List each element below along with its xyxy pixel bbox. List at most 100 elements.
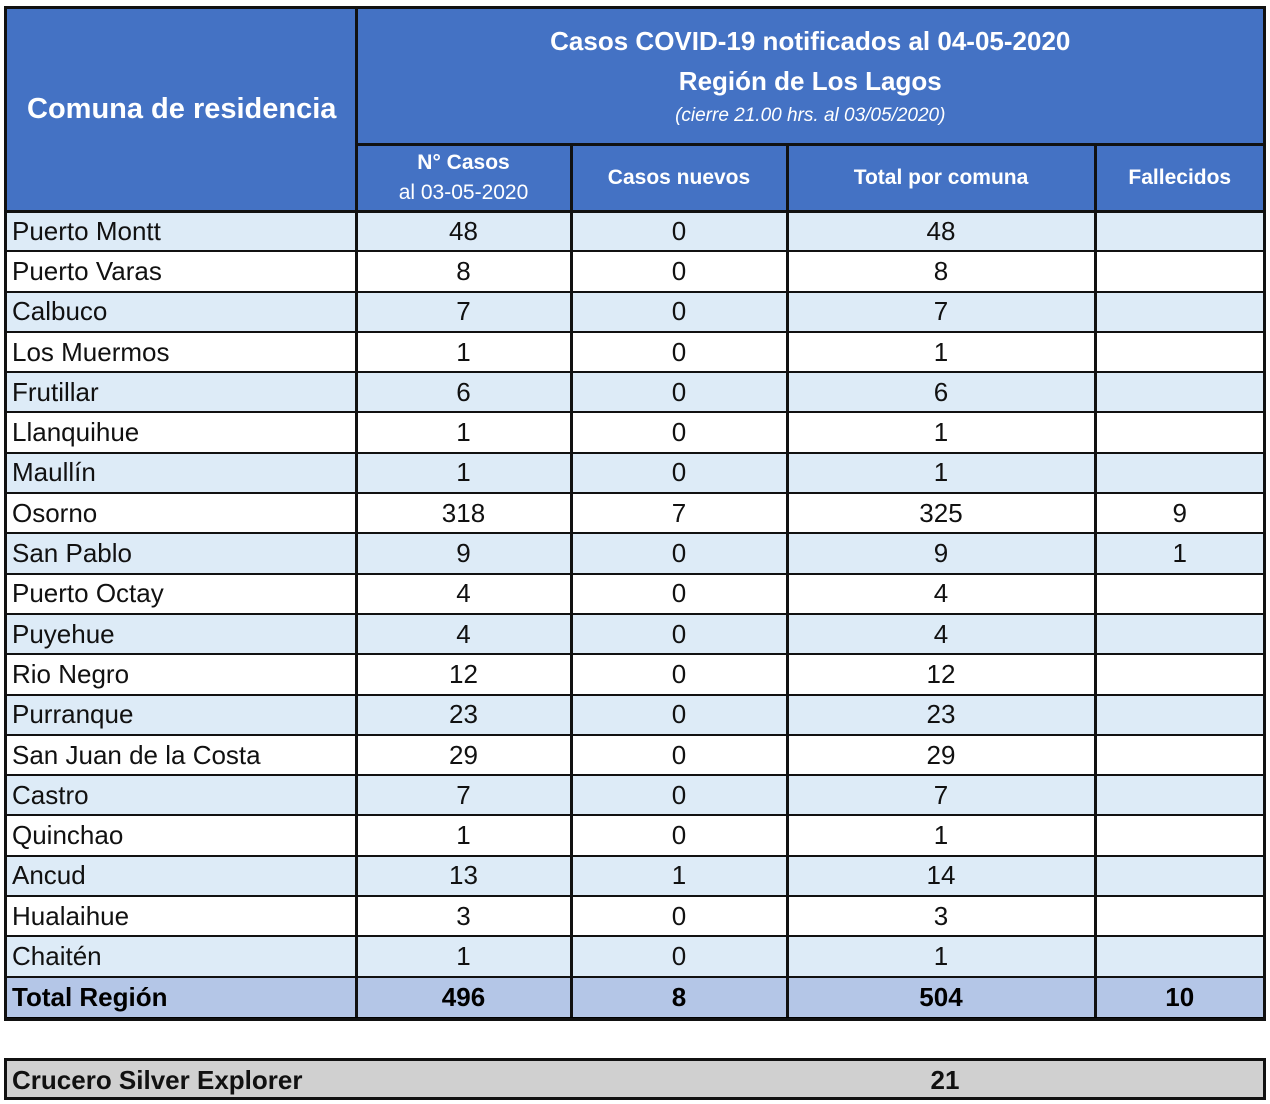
cell-comuna: Ancud xyxy=(7,855,358,898)
table-row: Ancud 13 1 14 xyxy=(7,855,1264,898)
cell-casos: 1 xyxy=(356,936,573,978)
cell-fallecidos xyxy=(1095,251,1264,293)
table-row: Maullín 1 0 1 xyxy=(7,452,1264,495)
header-total-comuna: Total por comuna xyxy=(787,144,1097,213)
cell-nuevos: 0 xyxy=(571,533,789,575)
cell-comuna: Puerto Octay xyxy=(7,573,358,615)
table-row: Puyehue 4 0 4 xyxy=(7,613,1264,656)
header-casos-nuevos: Casos nuevos xyxy=(571,144,789,213)
table-title: Casos COVID-19 notificados al 04-05-2020… xyxy=(356,9,1264,146)
cell-comuna: Chaitén xyxy=(7,936,358,978)
cell-casos: 13 xyxy=(356,855,573,898)
total-total: 504 xyxy=(787,976,1097,1017)
cell-nuevos: 0 xyxy=(571,896,789,938)
table-row: Purranque 23 0 23 xyxy=(7,694,1264,736)
cell-total: 325 xyxy=(787,493,1097,535)
cell-fallecidos xyxy=(1095,211,1264,253)
cell-nuevos: 0 xyxy=(571,251,789,293)
table-row: Chaitén 1 0 1 xyxy=(7,936,1264,978)
cell-nuevos: 0 xyxy=(571,573,789,615)
table-row: Osorno 318 7 325 9 xyxy=(7,493,1264,535)
cell-fallecidos xyxy=(1095,291,1264,333)
table-body: Puerto Montt 48 0 48 Puerto Varas 8 0 8 Calbuco 7… xyxy=(7,211,1264,978)
cruise-row: Crucero Silver Explorer 21 xyxy=(4,1058,1266,1100)
cell-comuna: Maullín xyxy=(7,452,358,495)
cell-nuevos: 0 xyxy=(571,775,789,817)
header-fallecidos: Fallecidos xyxy=(1095,144,1264,213)
header-n-casos-line2: al 03-05-2020 xyxy=(398,180,529,204)
table-row: San Pablo 9 0 9 1 xyxy=(7,533,1264,575)
cell-total: 1 xyxy=(787,412,1097,454)
table-row: Frutillar 6 0 6 xyxy=(7,372,1264,414)
cell-nuevos: 0 xyxy=(571,694,789,736)
cell-fallecidos xyxy=(1095,694,1264,736)
cell-total: 29 xyxy=(787,734,1097,777)
cell-fallecidos: 9 xyxy=(1095,493,1264,535)
cell-casos: 8 xyxy=(356,251,573,293)
cell-fallecidos xyxy=(1095,775,1264,817)
cell-casos: 12 xyxy=(356,654,573,696)
cell-total: 1 xyxy=(787,331,1097,374)
cell-nuevos: 0 xyxy=(571,815,789,857)
title-line-2: Región de Los Lagos xyxy=(678,65,942,96)
cell-casos: 4 xyxy=(356,613,573,656)
cell-comuna: Hualaihue xyxy=(7,896,358,938)
total-casos: 496 xyxy=(356,976,573,1017)
table-row: Calbuco 7 0 7 xyxy=(7,291,1264,333)
cell-casos: 1 xyxy=(356,412,573,454)
cell-total: 14 xyxy=(787,855,1097,898)
cell-comuna: Puerto Varas xyxy=(7,251,358,293)
cell-total: 12 xyxy=(787,654,1097,696)
cell-fallecidos xyxy=(1095,452,1264,495)
cell-nuevos: 0 xyxy=(571,412,789,454)
cell-casos: 1 xyxy=(356,815,573,857)
cell-total: 6 xyxy=(787,372,1097,414)
header-comuna: Comuna de residencia xyxy=(7,9,358,213)
cell-total: 7 xyxy=(787,775,1097,817)
table-row: Llanquihue 1 0 1 xyxy=(7,412,1264,454)
cell-fallecidos xyxy=(1095,613,1264,656)
cell-total: 8 xyxy=(787,251,1097,293)
total-row: Total Región 496 8 504 10 xyxy=(7,976,1264,1017)
cell-comuna: Puerto Montt xyxy=(7,211,358,253)
cruise-label: Crucero Silver Explorer xyxy=(12,1065,303,1095)
cell-total: 1 xyxy=(787,452,1097,495)
cell-nuevos: 0 xyxy=(571,331,789,374)
cell-casos: 23 xyxy=(356,694,573,736)
cell-comuna: San Pablo xyxy=(7,533,358,575)
cell-nuevos: 0 xyxy=(571,452,789,495)
cell-fallecidos xyxy=(1095,815,1264,857)
cell-total: 23 xyxy=(787,694,1097,736)
cell-nuevos: 7 xyxy=(571,493,789,535)
cell-fallecidos xyxy=(1095,896,1264,938)
cell-fallecidos xyxy=(1095,654,1264,696)
cell-nuevos: 0 xyxy=(571,211,789,253)
cell-comuna: San Juan de la Costa xyxy=(7,734,358,777)
cell-fallecidos xyxy=(1095,734,1264,777)
table-row: San Juan de la Costa 29 0 29 xyxy=(7,734,1264,777)
header-n-casos-line1: N° Casos xyxy=(417,150,510,174)
cell-casos: 3 xyxy=(356,896,573,938)
cell-casos: 48 xyxy=(356,211,573,253)
cell-fallecidos xyxy=(1095,936,1264,978)
total-nuevos: 8 xyxy=(571,976,789,1017)
cell-casos: 318 xyxy=(356,493,573,535)
cell-casos: 29 xyxy=(356,734,573,777)
covid-cases-table: Comuna de residencia Casos COVID-19 noti… xyxy=(4,6,1266,1021)
title-line-1: Casos COVID-19 notificados al 04-05-2020 xyxy=(550,25,1071,56)
table-row: Hualaihue 3 0 3 xyxy=(7,896,1264,938)
cell-casos: 1 xyxy=(356,331,573,374)
cell-comuna: Osorno xyxy=(7,493,358,535)
header-n-casos: N° Casos al 03-05-2020 xyxy=(356,144,573,213)
cell-comuna: Purranque xyxy=(7,694,358,736)
cell-total: 3 xyxy=(787,896,1097,938)
cell-total: 48 xyxy=(787,211,1097,253)
title-line-3: (cierre 21.00 hrs. al 03/05/2020) xyxy=(675,104,946,126)
cell-casos: 7 xyxy=(356,775,573,817)
cell-nuevos: 1 xyxy=(571,855,789,898)
table-row: Puerto Varas 8 0 8 xyxy=(7,251,1264,293)
table-row: Castro 7 0 7 xyxy=(7,775,1264,817)
cell-nuevos: 0 xyxy=(571,734,789,777)
cell-total: 4 xyxy=(787,613,1097,656)
cell-comuna: Los Muermos xyxy=(7,331,358,374)
